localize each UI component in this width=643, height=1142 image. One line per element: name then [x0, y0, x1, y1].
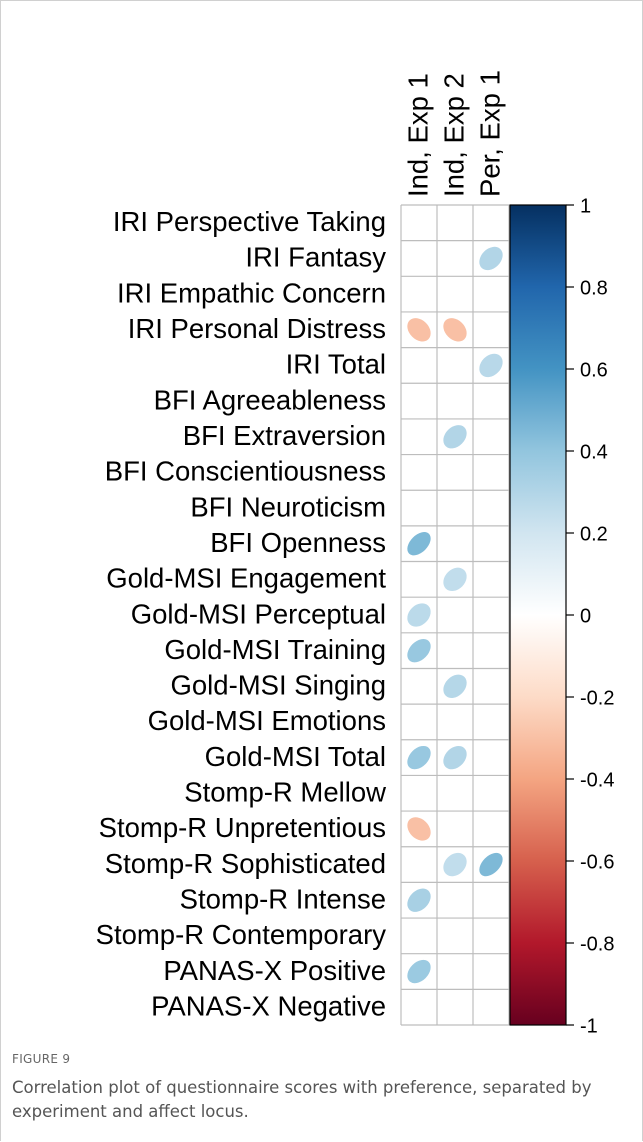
correlation-ellipse [407, 888, 431, 912]
correlation-ellipse [443, 745, 467, 770]
row-label: Gold-MSI Emotions [148, 705, 386, 736]
row-label: IRI Perspective Taking [113, 206, 386, 237]
color-tick-label: 0.6 [580, 359, 608, 381]
figure-label: FIGURE 9 [12, 1052, 71, 1066]
correlation-ellipse [407, 318, 431, 342]
color-tick-label: 0.2 [580, 523, 608, 545]
color-tick-label: 0.8 [580, 277, 608, 299]
row-label: Stomp-R Intense [180, 883, 386, 914]
row-label: Gold-MSI Total [205, 741, 386, 772]
correlation-ellipse [443, 318, 467, 342]
correlation-ellipse [443, 674, 467, 698]
color-tick-label: -0.6 [580, 851, 614, 873]
color-bar [509, 204, 567, 1026]
caption: Correlation plot of questionnaire scores… [12, 1078, 592, 1121]
row-label: Gold-MSI Engagement [106, 563, 386, 594]
color-tick-label: -0.2 [580, 687, 614, 709]
correlation-ellipse [479, 353, 503, 378]
row-label: Stomp-R Unpretentious [99, 812, 386, 843]
row-label: Stomp-R Contemporary [96, 919, 387, 950]
color-tick-label: -0.4 [580, 769, 614, 791]
correlation-ellipse [407, 959, 431, 984]
row-label: Gold-MSI Singing [170, 670, 386, 701]
color-tick-label: -0.8 [580, 933, 614, 955]
correlation-ellipse [407, 532, 431, 556]
correlation-ellipse [407, 638, 431, 663]
color-tick-label: -1 [580, 1015, 598, 1037]
color-tick-label: 0.4 [580, 441, 608, 463]
row-label: PANAS-X Positive [163, 955, 386, 986]
row-label: BFI Openness [210, 527, 386, 558]
correlation-ellipse [479, 852, 503, 877]
correlation-ellipse [407, 817, 431, 841]
color-tick-label: 0 [580, 605, 591, 627]
row-label: IRI Total [286, 349, 386, 380]
row-label: Stomp-R Mellow [184, 777, 386, 808]
correlation-ellipse [443, 567, 467, 592]
row-label: BFI Conscientiousness [105, 456, 386, 487]
row-label: IRI Personal Distress [128, 313, 386, 344]
row-label: BFI Extraversion [183, 420, 386, 451]
column-label: Per, Exp 1 [474, 70, 505, 197]
row-label: Stomp-R Sophisticated [105, 848, 386, 879]
row-label: BFI Neuroticism [190, 491, 386, 522]
row-label: BFI Agreeableness [154, 384, 386, 415]
chart: IRI Perspective Taking IRI Fantasy IRI Emp… [96, 70, 615, 1037]
correlation-ellipse [479, 246, 503, 271]
row-label: Gold-MSI Training [164, 634, 386, 665]
color-tick-label: 1 [580, 195, 591, 217]
row-label: IRI Empathic Concern [117, 277, 386, 308]
correlation-ellipse [443, 852, 467, 877]
row-label: IRI Fantasy [245, 242, 386, 273]
correlation-ellipse [443, 425, 467, 449]
column-label: Ind, Exp 1 [402, 73, 433, 197]
correlation-ellipse [407, 603, 431, 627]
column-label: Ind, Exp 2 [438, 73, 469, 197]
correlation-ellipse [407, 745, 431, 770]
row-label: PANAS-X Negative [151, 990, 386, 1021]
row-label: Gold-MSI Perceptual [131, 598, 386, 629]
